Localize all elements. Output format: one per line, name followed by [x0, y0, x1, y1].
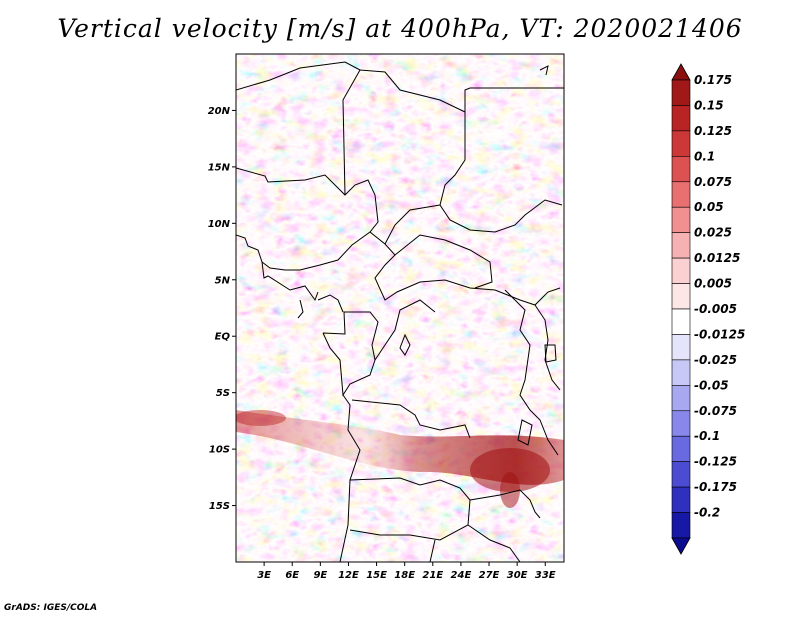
colorbar-swatch — [671, 79, 691, 106]
colorbar-swatch — [671, 512, 691, 539]
latitude-axis: 20N 15N 10N 5N EQ 5S 10S 15S — [208, 106, 236, 512]
colorbar-label: 0.005 — [694, 277, 732, 291]
lon-tick-label: 33E — [535, 570, 556, 581]
lat-tick-label: EQ — [215, 332, 231, 343]
colorbar-top-arrow — [671, 63, 691, 81]
lon-tick-label: 3E — [257, 570, 271, 581]
lat-tick-label: 5N — [215, 275, 231, 286]
colorbar-label: -0.0125 — [694, 327, 745, 341]
lon-tick-label: 30E — [507, 570, 528, 581]
colorbar-label: 0.075 — [694, 175, 732, 189]
lat-tick-label: 20N — [208, 106, 231, 117]
colorbar-swatch — [671, 232, 691, 259]
lon-tick-label: 24E — [451, 570, 472, 581]
colorbar-swatch — [671, 435, 691, 462]
colorbar-label: 0.175 — [694, 73, 732, 87]
colorbar-swatch — [671, 410, 691, 437]
colorbar: 0.175 0.15 0.125 0.1 0.075 0.05 0.025 0.0125 0.0… — [671, 63, 745, 555]
lon-tick-label: 9E — [313, 570, 327, 581]
colorbar-label: -0.2 — [694, 506, 720, 520]
colorbar-label: 0.1 — [694, 149, 715, 163]
colorbar-label: 0.0125 — [694, 251, 740, 265]
colorbar-swatch — [671, 334, 691, 361]
lon-tick-label: 6E — [285, 570, 299, 581]
colorbar-label: 0.025 — [694, 226, 732, 240]
colorbar-label: -0.05 — [694, 378, 729, 392]
map-frame — [235, 53, 565, 563]
lat-tick-label: 10S — [209, 445, 230, 456]
colorbar-label: 0.125 — [694, 124, 732, 138]
colorbar-swatch — [671, 257, 691, 284]
colorbar-label: -0.175 — [694, 480, 737, 494]
colorbar-swatch — [671, 385, 691, 412]
colorbar-swatch — [671, 308, 691, 335]
colorbar-swatch — [671, 181, 691, 208]
lon-tick-label: 18E — [394, 570, 415, 581]
longitude-axis: 3E 6E 9E 12E 15E 18E 21E 24E 27E 30E 33E — [257, 562, 556, 581]
country-borders — [236, 61, 564, 562]
lon-tick-label: 12E — [338, 570, 359, 581]
colorbar-swatch — [671, 105, 691, 132]
colorbar-label: 0.15 — [694, 98, 724, 112]
colorbar-swatch — [671, 130, 691, 157]
colorbar-label: -0.075 — [694, 404, 737, 418]
lat-tick-label: 10N — [208, 219, 231, 230]
lat-tick-label: 15N — [208, 162, 231, 173]
colorbar-label: -0.125 — [694, 455, 737, 469]
colorbar-bottom-arrow — [671, 537, 691, 555]
colorbar-swatch — [671, 206, 691, 233]
colorbar-swatch — [671, 486, 691, 513]
lon-tick-label: 21E — [422, 570, 443, 581]
grads-credit: GrADS: IGES/COLA — [4, 603, 98, 613]
chart-title: Vertical velocity [m/s] at 400hPa, VT: 2… — [57, 14, 743, 43]
lon-tick-label: 15E — [366, 570, 387, 581]
colorbar-swatch — [671, 283, 691, 310]
lat-tick-label: 5S — [216, 388, 230, 399]
lon-tick-label: 27E — [479, 570, 500, 581]
lat-tick-label: 15S — [209, 501, 230, 512]
colorbar-swatch — [671, 156, 691, 183]
colorbar-swatch — [671, 359, 691, 386]
colorbar-label: 0.05 — [694, 200, 724, 214]
colorbar-label: -0.005 — [694, 302, 737, 316]
data-field — [236, 54, 564, 562]
colorbar-swatch — [671, 461, 691, 488]
colorbar-label: -0.025 — [694, 353, 737, 367]
colorbar-label: -0.1 — [694, 429, 720, 443]
